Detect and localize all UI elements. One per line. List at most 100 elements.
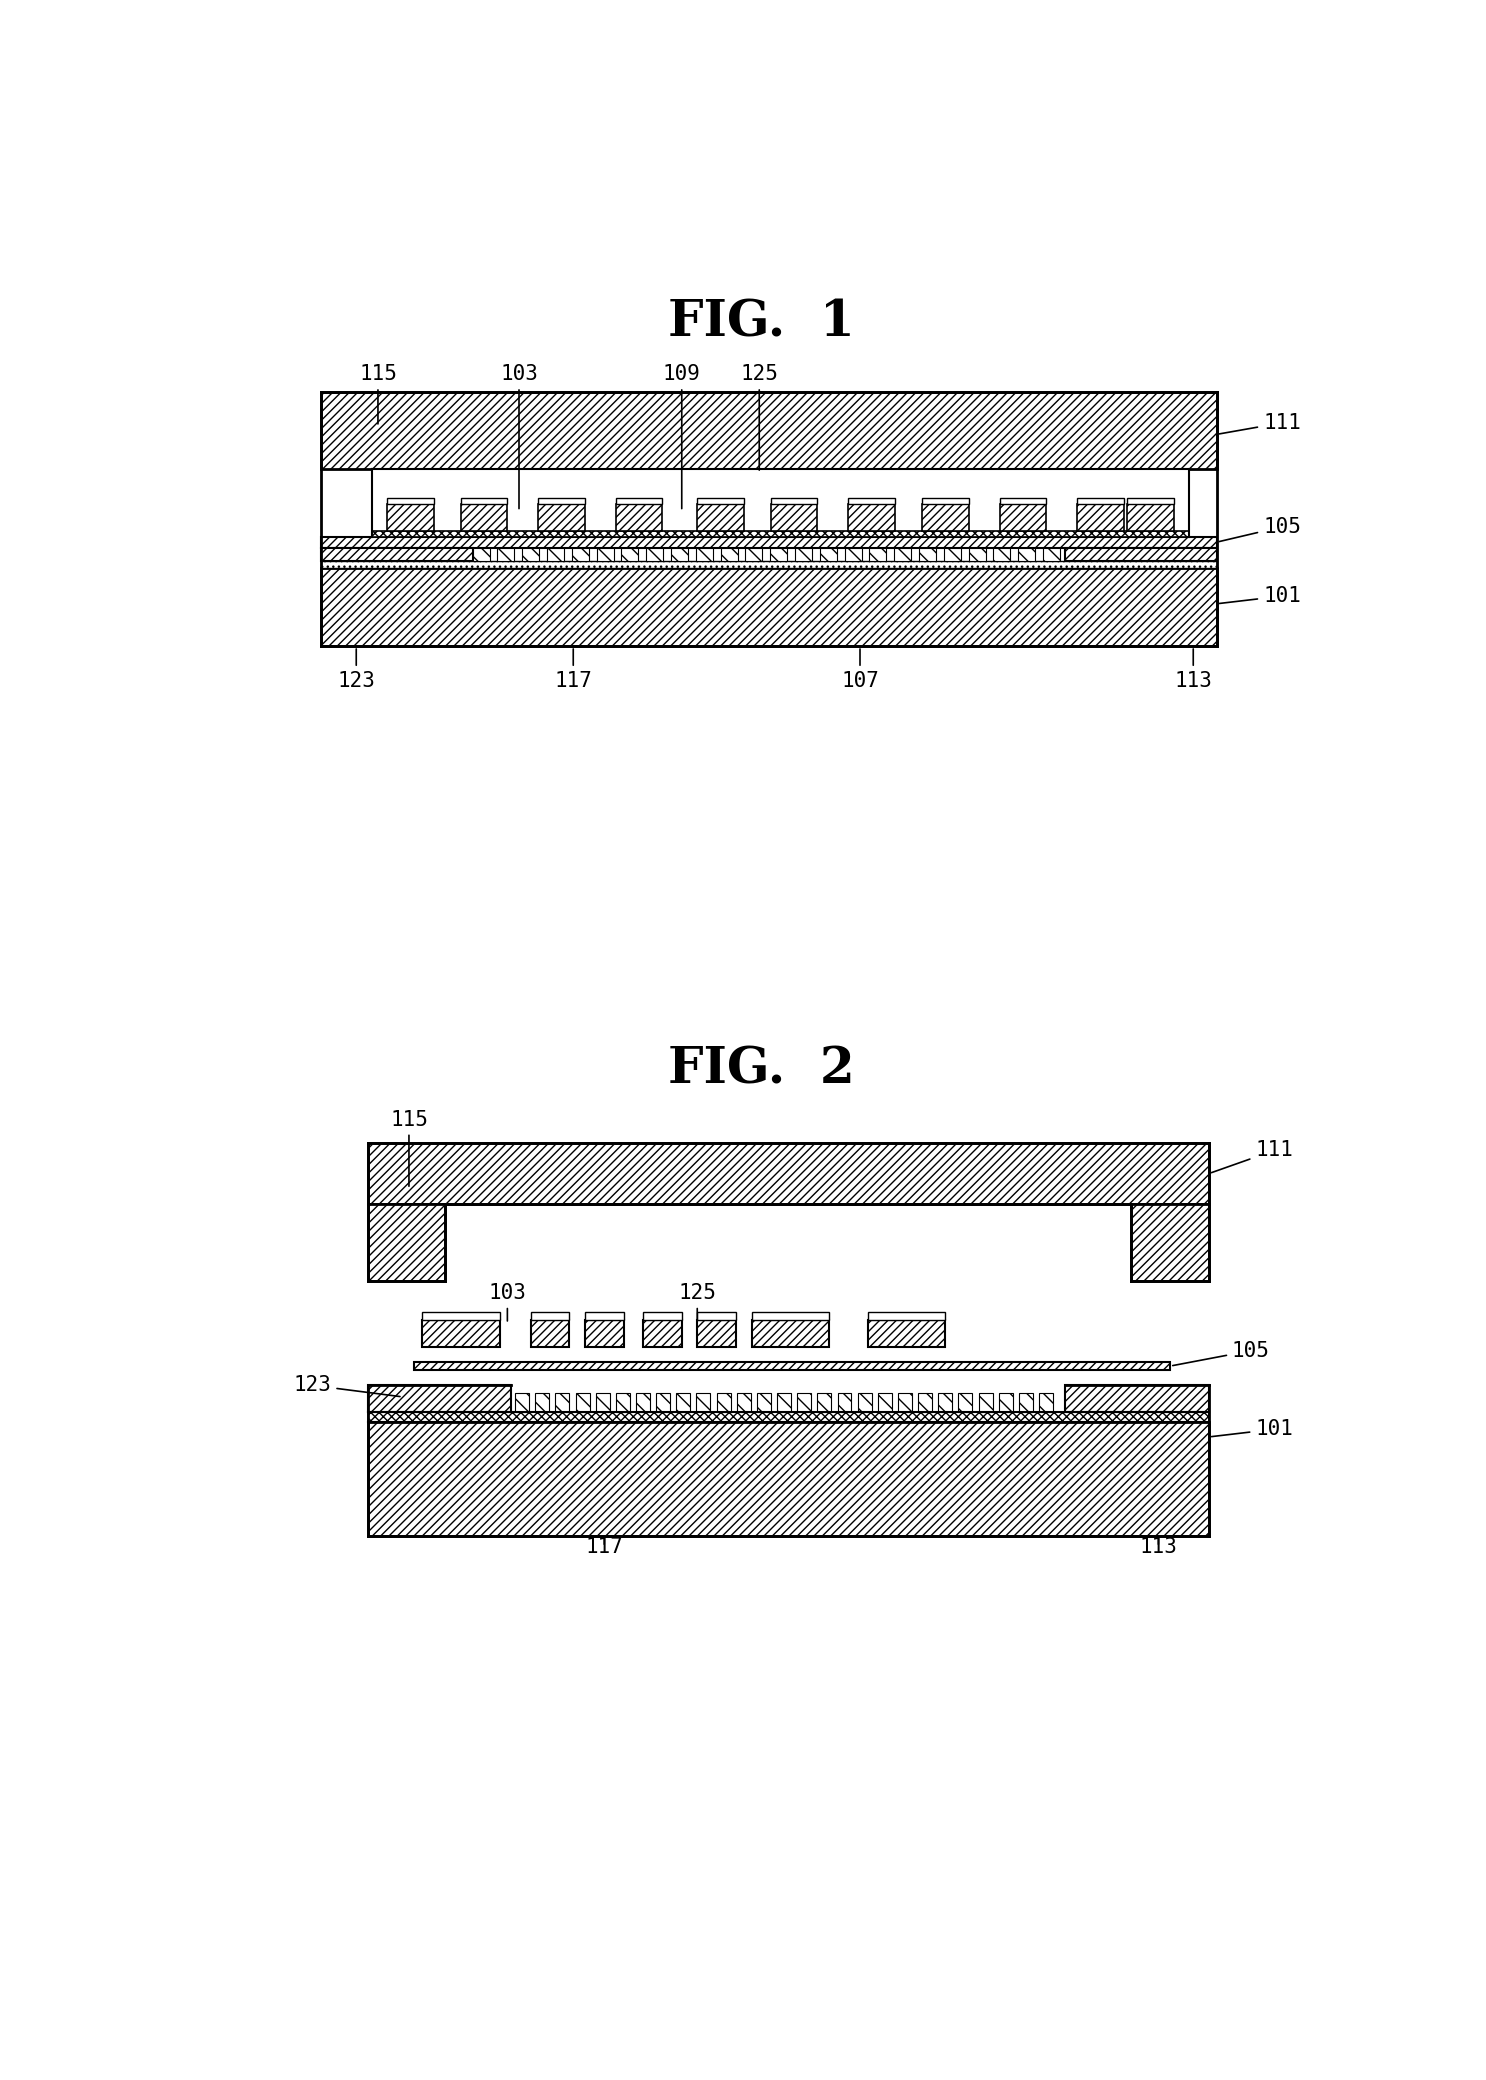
Bar (868, 1312, 945, 1321)
Bar (615, 497, 663, 503)
Bar (795, 547, 811, 562)
Bar (796, 1394, 811, 1412)
Bar (697, 1394, 710, 1412)
Text: 105: 105 (1172, 1342, 1271, 1367)
Bar (615, 1394, 630, 1412)
Bar (878, 1394, 892, 1412)
Text: 113: 113 (1140, 1537, 1177, 1558)
Bar (538, 503, 585, 530)
Bar (752, 1321, 829, 1348)
Bar (585, 1321, 624, 1348)
Bar (538, 497, 585, 503)
Text: 125: 125 (678, 1283, 716, 1321)
Bar (643, 1312, 682, 1321)
Bar (321, 562, 1217, 568)
Bar (857, 1394, 872, 1412)
Bar (1000, 503, 1046, 530)
Bar (531, 1321, 569, 1348)
Bar (415, 1362, 1169, 1371)
Bar (556, 1394, 569, 1412)
Bar (670, 547, 688, 562)
Text: 111: 111 (1219, 412, 1300, 435)
Text: 117: 117 (554, 649, 593, 691)
Bar (388, 497, 434, 503)
Bar (737, 1394, 750, 1412)
Bar (498, 547, 514, 562)
Bar (461, 497, 507, 503)
Bar (695, 547, 713, 562)
Bar (746, 547, 762, 562)
Bar (817, 1394, 831, 1412)
Bar (369, 1204, 446, 1281)
Bar (918, 1394, 932, 1412)
Bar (596, 547, 614, 562)
Bar (461, 503, 507, 530)
Bar (697, 1312, 736, 1321)
Bar (1128, 503, 1174, 530)
Bar (676, 1394, 691, 1412)
Bar (1077, 503, 1123, 530)
Bar (921, 497, 969, 503)
Bar (621, 547, 639, 562)
Bar (369, 1142, 1208, 1204)
Text: 103: 103 (501, 364, 538, 510)
Text: 117: 117 (585, 1537, 623, 1558)
Bar (777, 1394, 791, 1412)
Bar (422, 1312, 499, 1321)
Bar (1039, 1394, 1054, 1412)
Text: 125: 125 (740, 364, 779, 470)
Bar (844, 547, 862, 562)
Text: 107: 107 (841, 649, 878, 691)
Text: 101: 101 (1211, 1419, 1293, 1439)
Bar (898, 1394, 912, 1412)
Bar (820, 547, 837, 562)
Bar (1131, 1204, 1208, 1281)
Text: 115: 115 (389, 1111, 428, 1186)
Bar (585, 1312, 624, 1321)
Bar (473, 547, 489, 562)
Text: 115: 115 (360, 364, 397, 424)
Bar (716, 1394, 731, 1412)
Bar (522, 547, 539, 562)
Bar (918, 547, 936, 562)
Bar (388, 503, 434, 530)
Bar (422, 1321, 499, 1348)
Bar (321, 391, 1217, 470)
Bar (958, 1394, 972, 1412)
Text: 101: 101 (1219, 587, 1300, 605)
Bar (547, 547, 565, 562)
Bar (1018, 547, 1036, 562)
Text: 109: 109 (663, 364, 701, 510)
Bar (321, 537, 1217, 547)
Text: FIG.  2: FIG. 2 (669, 1044, 854, 1094)
Bar (657, 1394, 670, 1412)
Bar (575, 1394, 590, 1412)
Bar (921, 503, 969, 530)
Text: 111: 111 (1211, 1140, 1293, 1173)
Bar (771, 503, 817, 530)
Bar (1065, 547, 1217, 562)
Bar (1128, 497, 1174, 503)
Bar (596, 1394, 609, 1412)
Text: 113: 113 (1174, 649, 1213, 691)
Bar (979, 1394, 993, 1412)
Bar (721, 547, 737, 562)
Bar (572, 547, 588, 562)
Bar (999, 1394, 1012, 1412)
Bar (1019, 1394, 1033, 1412)
Bar (321, 547, 473, 562)
Bar (1000, 497, 1046, 503)
Text: 123: 123 (337, 649, 374, 691)
Bar (1077, 497, 1123, 503)
Bar (849, 503, 895, 530)
Bar (697, 497, 744, 503)
Bar (1065, 1385, 1208, 1412)
Bar (615, 503, 663, 530)
Bar (969, 547, 985, 562)
Bar (531, 1312, 569, 1321)
Bar (369, 1421, 1208, 1535)
Bar (895, 547, 911, 562)
Bar (372, 470, 1189, 535)
Text: 123: 123 (294, 1375, 400, 1396)
Bar (1043, 547, 1060, 562)
